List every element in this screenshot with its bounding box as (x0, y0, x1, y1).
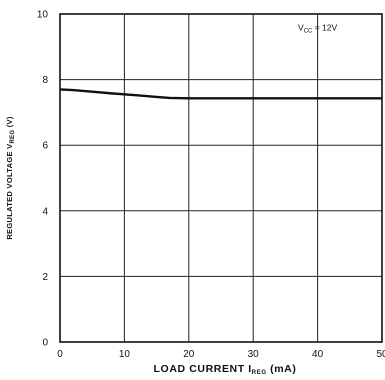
data-point (136, 94, 138, 96)
x-tick-labels: 0 10 20 30 40 50 (57, 349, 385, 360)
y-tick-label-6: 6 (42, 141, 48, 152)
y-axis-label-sub: REG (10, 130, 16, 144)
data-point (349, 97, 351, 99)
y-axis-label-suffix: (V) (5, 116, 14, 129)
data-point (317, 97, 319, 99)
series-layer (59, 88, 383, 100)
x-tick-label-10: 10 (119, 349, 131, 360)
x-tick-label-20: 20 (183, 349, 195, 360)
x-axis-label-suffix: (mA) (267, 363, 297, 375)
y-axis-label: REGULATED VOLTAGE VREG (V) (5, 116, 16, 240)
y-axis-label-main: REGULATED VOLTAGE V (5, 144, 14, 240)
data-point (59, 88, 61, 91)
series-line-0 (59, 88, 382, 100)
annotation-sub: CC (304, 28, 313, 34)
data-point (91, 91, 93, 93)
plot-area (59, 13, 383, 343)
data-point (123, 93, 125, 95)
plot-frame (59, 13, 383, 343)
y-tick-label-10: 10 (37, 10, 49, 21)
data-point (220, 97, 222, 99)
x-tick-label-30: 30 (248, 349, 260, 360)
data-point (188, 97, 190, 99)
data-point (156, 96, 158, 98)
annotation-main: V (298, 22, 304, 32)
data-point (72, 89, 74, 91)
y-tick-label-0: 0 (42, 338, 48, 349)
data-point (381, 97, 383, 99)
data-point (252, 97, 254, 99)
vcc-annotation: VCC = 12V (298, 22, 337, 34)
y-tick-label-4: 4 (42, 206, 48, 217)
y-tick-label-2: 2 (42, 272, 48, 283)
data-point (168, 97, 171, 99)
annotation-suffix: = 12V (312, 22, 337, 32)
y-tick-labels: 0 2 4 6 8 10 (37, 10, 49, 349)
data-point (110, 92, 113, 94)
x-tick-label-0: 0 (57, 349, 63, 360)
x-tick-label-40: 40 (312, 349, 324, 360)
x-axis-label-sub: REG (252, 370, 267, 376)
x-tick-label-50: 50 (376, 349, 385, 360)
x-axis-label-main: LOAD CURRENT I (154, 363, 252, 375)
y-tick-label-8: 8 (42, 75, 48, 86)
grid (60, 14, 382, 342)
data-point (284, 97, 286, 99)
x-axis-label: LOAD CURRENT IREG (mA) (154, 363, 297, 376)
